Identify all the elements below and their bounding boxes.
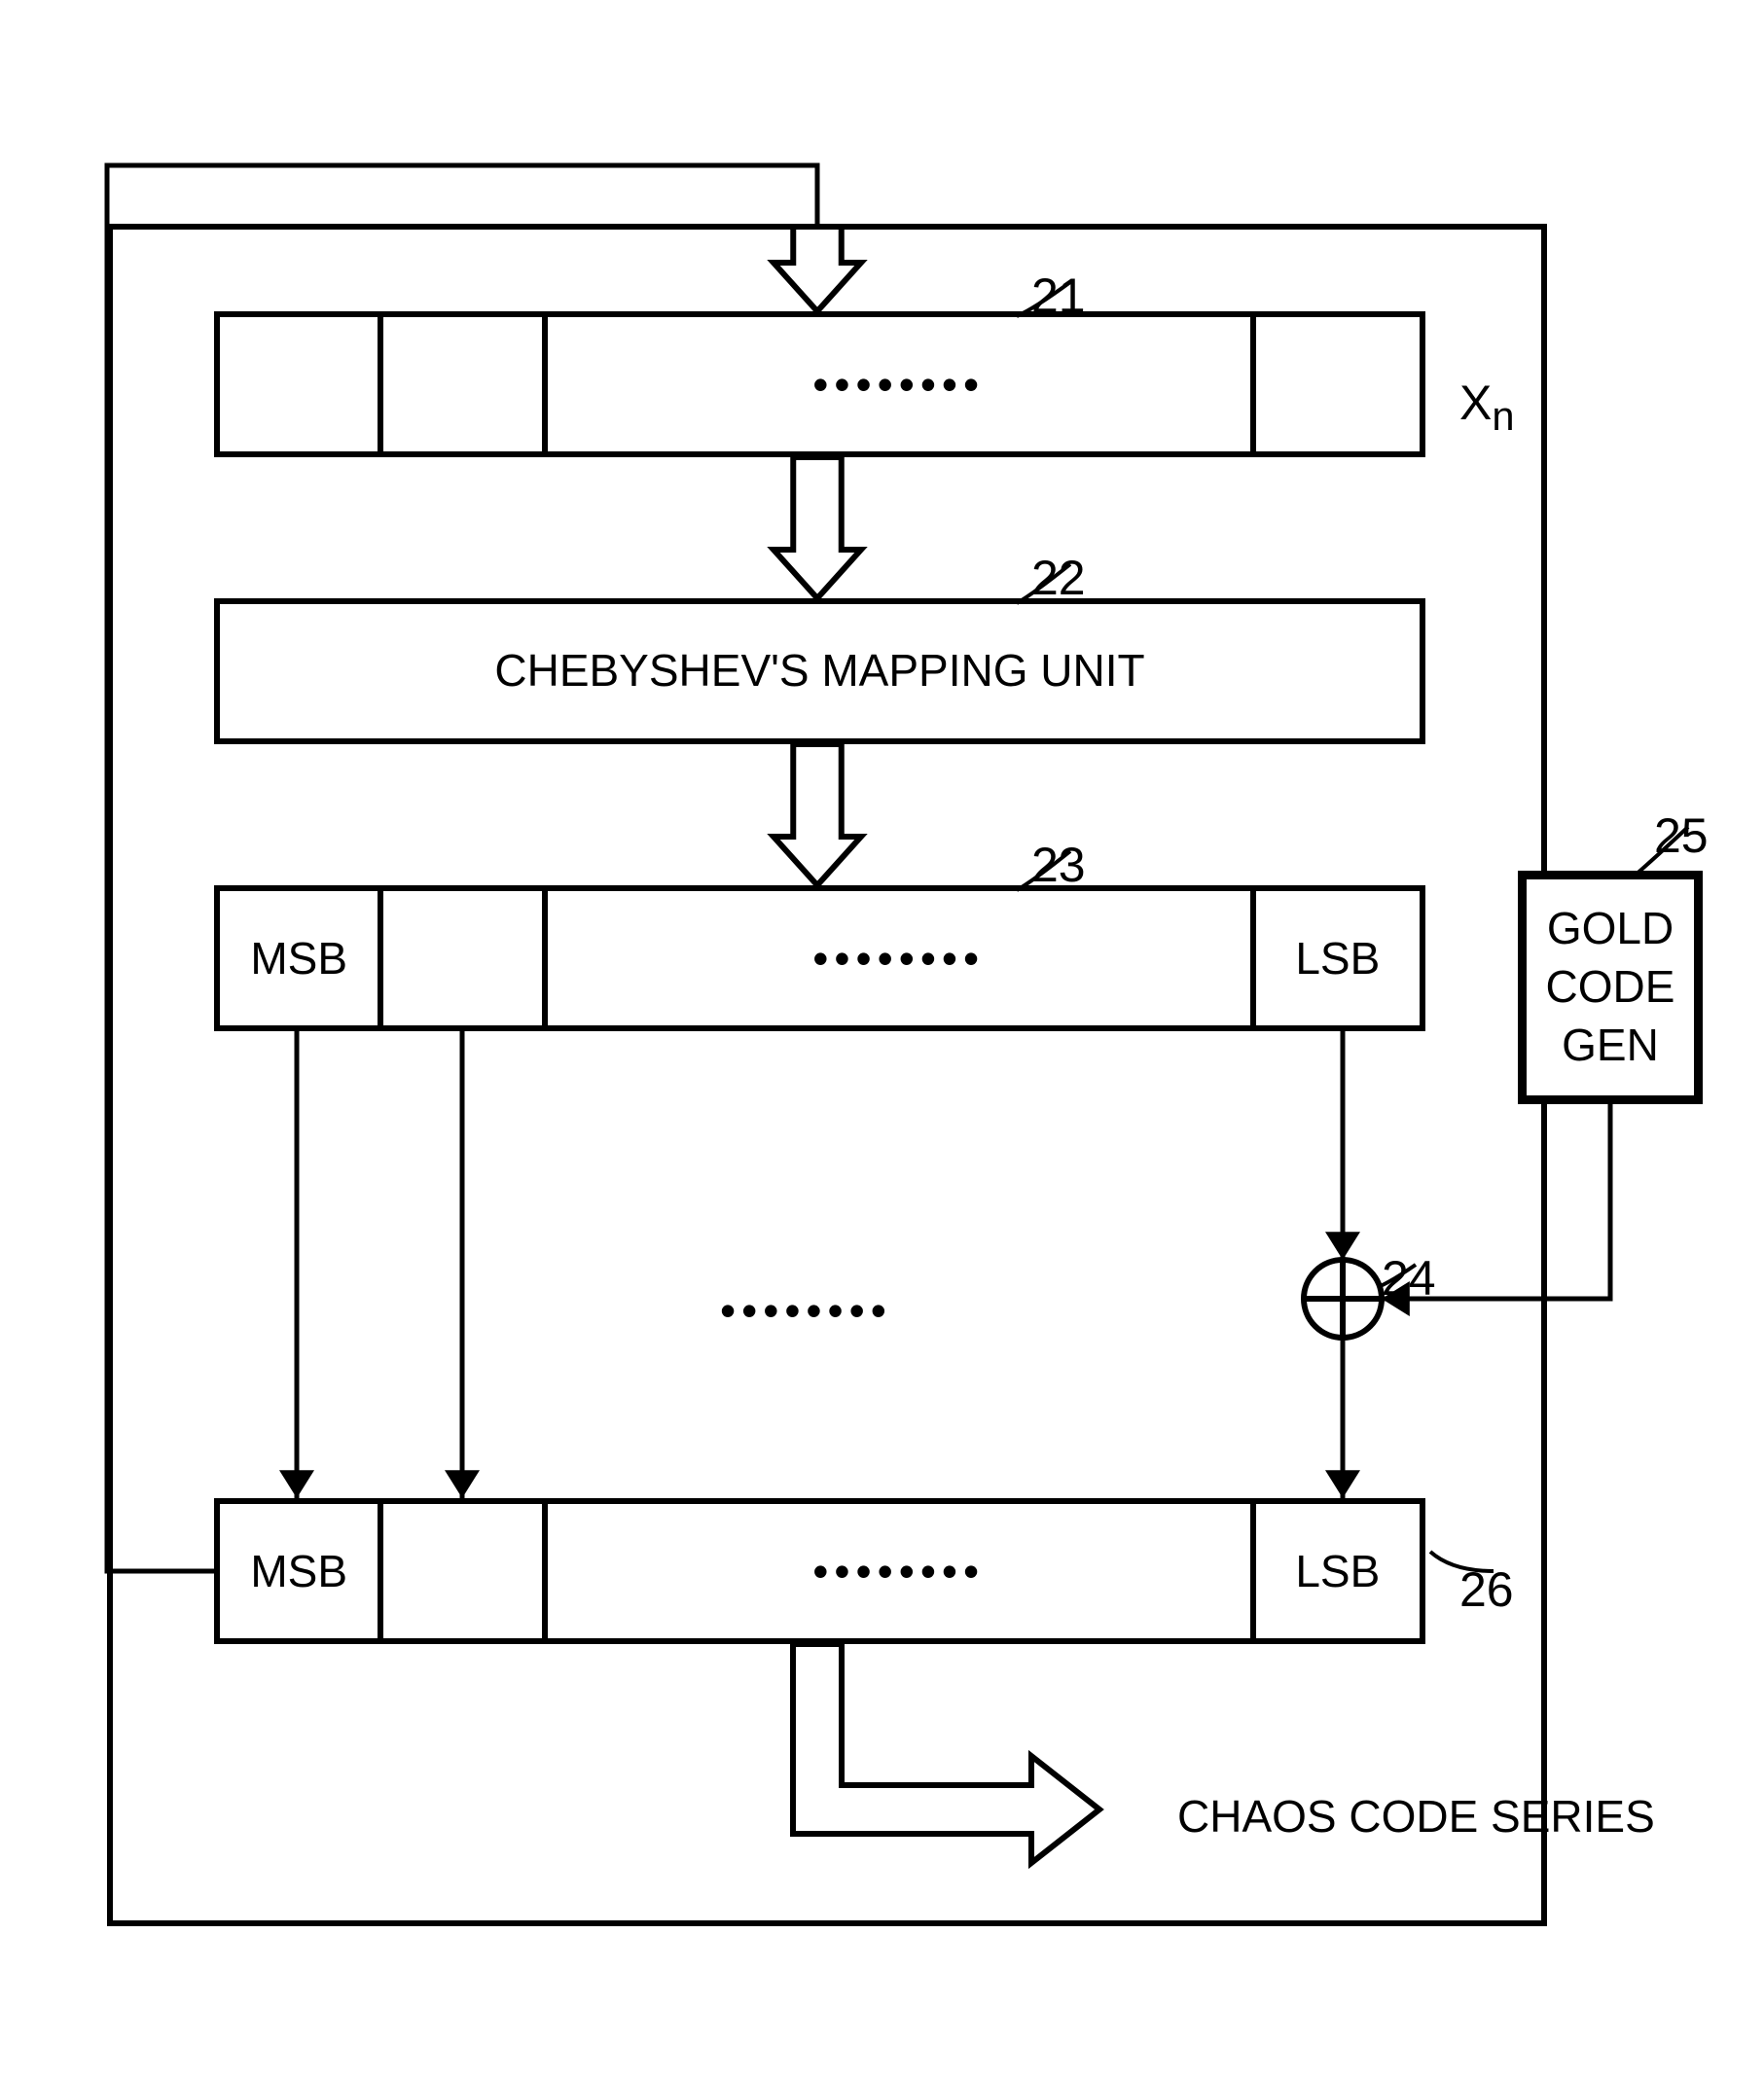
register-21-cell-3 xyxy=(1256,317,1420,451)
register-23-cell-2: •••••••• xyxy=(548,891,1256,1025)
diagram-root: •••••••• Xn CHEBYSHEV'S MAPPING UNIT MSB •••… xyxy=(39,39,1764,2038)
outer-frame xyxy=(107,224,1547,1926)
register-21-cell-2: •••••••• xyxy=(548,317,1256,451)
ref-label-23: 23 xyxy=(1031,837,1086,893)
register-23-cell-0: MSB xyxy=(220,891,383,1025)
block-25: GOLD CODE GEN xyxy=(1518,871,1703,1104)
cell-text: MSB xyxy=(250,1545,347,1597)
cell-text: LSB xyxy=(1295,1545,1380,1597)
cell-text: LSB xyxy=(1295,932,1380,985)
ref-label-25: 25 xyxy=(1654,807,1709,864)
cell-text: •••••••• xyxy=(812,358,985,411)
cell-text: •••••••• xyxy=(812,1545,985,1597)
mid-dots: •••••••• xyxy=(720,1284,892,1337)
cell-text: •••••••• xyxy=(812,932,985,985)
register-26-cell-0: MSB xyxy=(220,1504,383,1638)
register-21-side-label: Xn xyxy=(1459,375,1515,440)
register-23-cell-1 xyxy=(383,891,547,1025)
cell-text: MSB xyxy=(250,932,347,985)
ref-label-24: 24 xyxy=(1382,1250,1436,1307)
block-22: CHEBYSHEV'S MAPPING UNIT xyxy=(214,598,1425,744)
register-23-cell-3: LSB xyxy=(1256,891,1420,1025)
register-23: MSB •••••••• LSB xyxy=(214,885,1425,1031)
register-21: •••••••• xyxy=(214,311,1425,457)
output-label: CHAOS CODE SERIES xyxy=(1177,1790,1655,1843)
block-text: CHEBYSHEV'S MAPPING UNIT xyxy=(494,644,1144,698)
register-21-cell-1 xyxy=(383,317,547,451)
register-26-cell-1 xyxy=(383,1504,547,1638)
register-26: MSB •••••••• LSB xyxy=(214,1498,1425,1644)
ref-label-26: 26 xyxy=(1459,1561,1514,1618)
register-21-cell-0 xyxy=(220,317,383,451)
ref-label-21: 21 xyxy=(1031,268,1086,324)
register-26-cell-3: LSB xyxy=(1256,1504,1420,1638)
block-text: GOLD CODE GEN xyxy=(1527,900,1694,1074)
register-26-cell-2: •••••••• xyxy=(548,1504,1256,1638)
ref-label-22: 22 xyxy=(1031,550,1086,606)
